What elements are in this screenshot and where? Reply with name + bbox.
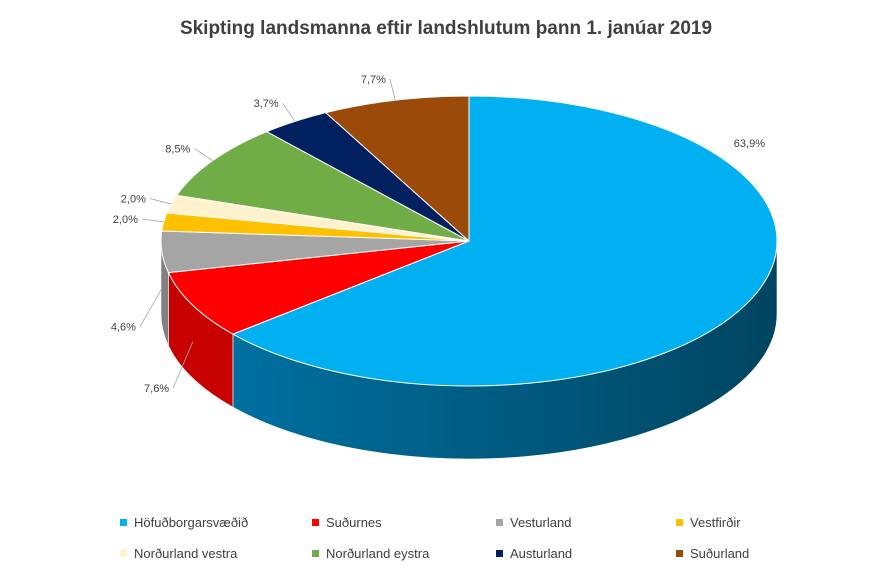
- slice-nordurland-eystra: [175, 131, 470, 242]
- legend-item-vesturland: Vesturland: [496, 514, 571, 530]
- leader-line-austurland: [282, 102, 296, 122]
- legend-item-sudurnes: Suðurnes: [312, 514, 382, 530]
- chart-title: Skipting landsmanna eftir landshlutum þa…: [179, 18, 713, 39]
- legend-label: Suðurland: [690, 545, 750, 561]
- data-label-hofudborgarsvaedid: 63,9%: [734, 138, 765, 150]
- leader-line-vestfirdir: [141, 218, 164, 223]
- legend-swatch: [496, 518, 503, 526]
- leader-line-sudurland: [389, 78, 396, 101]
- pie-sides: [160, 240, 778, 460]
- legend-item-nordurland-vestra: Norðurland vestra: [120, 545, 237, 561]
- leader-line-nordurland-eystra: [194, 148, 213, 161]
- legend-label: Suðurnes: [326, 514, 382, 530]
- legend-label: Norðurland eystra: [326, 545, 430, 561]
- data-label-nordurland-eystra: 8,5%: [165, 143, 190, 155]
- slice-sudurland: [324, 95, 470, 243]
- legend-item-austurland: Austurland: [496, 545, 572, 561]
- data-label-vesturland: 4,6%: [111, 322, 136, 334]
- leader-line-vesturland: [139, 288, 163, 327]
- legend-swatch: [312, 518, 319, 526]
- data-label-austurland: 3,7%: [254, 98, 279, 110]
- legend-swatch: [312, 549, 319, 557]
- legend-swatch: [120, 549, 127, 557]
- data-label-vestfirdir: 2,0%: [113, 214, 138, 226]
- legend-swatch: [676, 549, 683, 557]
- slice-hofudborgarsvaedid: [231, 95, 778, 387]
- legend-label: Austurland: [510, 545, 573, 561]
- legend-label: Norðurland vestra: [134, 545, 238, 561]
- pie-tops: [160, 95, 778, 387]
- leader-line-sudurnes: [172, 341, 194, 389]
- data-label-nordurland-vestra: 2,0%: [121, 193, 146, 205]
- legend-item-vestfirdir: Vestfirðir: [676, 514, 741, 530]
- legend-label: Vesturland: [510, 514, 572, 530]
- data-label-sudurland: 7,7%: [361, 74, 386, 86]
- legend-swatch: [676, 518, 683, 526]
- legend-swatch: [120, 518, 127, 526]
- legend-item-hofudborgarsvaedid: Höfuðborgarsvæðið: [120, 514, 248, 530]
- pie-labels: 63,9% 7,6% 4,6% 2,0% 2,0% 8,5% 3,7% 7,7%: [111, 74, 765, 395]
- slice-sudurnes: [167, 240, 470, 335]
- legend-item-sudurland: Suðurland: [676, 545, 749, 561]
- leader-line-nordurland-vestra: [149, 198, 172, 205]
- data-label-sudurnes: 7,6%: [144, 383, 169, 395]
- legend-label: Vestfirðir: [690, 514, 741, 530]
- legend-label: Höfuðborgarsvæðið: [134, 514, 249, 530]
- legend-swatch: [496, 549, 503, 557]
- legend-item-nordurland-eystra: Norðurland eystra: [312, 545, 429, 561]
